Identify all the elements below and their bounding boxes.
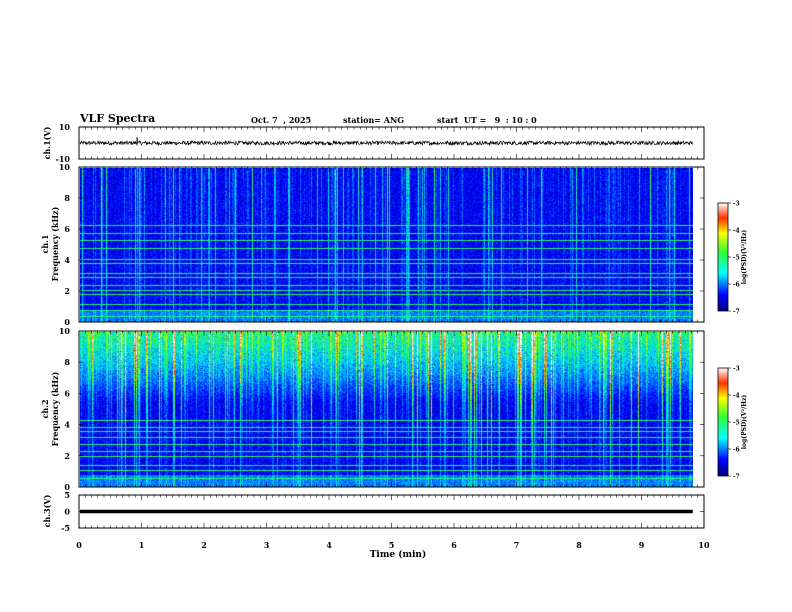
x-tick-label: 3: [264, 540, 270, 550]
x-tick-label: 5: [389, 540, 395, 550]
x-tick-label: 9: [639, 540, 645, 550]
ch1-ylabel: ch.1(V): [42, 126, 52, 159]
x-tick-label: 6: [451, 540, 457, 550]
y-tick-label: 0: [64, 482, 70, 492]
ch2-colorbar-label: log(PSD)(V²/Hz): [741, 395, 748, 450]
x-tick-label: 8: [576, 540, 582, 550]
ch2-spectrogram-ylabel: Frequency (kHz): [50, 371, 60, 446]
ch2-spectrogram-ylabel-top: ch.2: [40, 399, 50, 418]
x-axis: 0 1 2 3 4 5 6 7 8 9 10: [76, 540, 710, 550]
y-tick-label: 10: [59, 122, 71, 132]
x-tick-label: 7: [514, 540, 520, 550]
x-axis-label: Time (min): [370, 549, 427, 560]
x-tick-label: 0: [76, 540, 82, 550]
start-time-label: start UT = 9 : 10 : 0: [437, 115, 537, 125]
ch3-ylabel: ch.3(V): [42, 494, 52, 527]
ch1-waveform-panel: 10 -10: [56, 122, 705, 164]
y-tick-label: 0: [64, 317, 70, 327]
colorbar-tick-label: -7: [733, 474, 740, 481]
ch1-trace-line: [79, 139, 693, 147]
x-tick-label: 2: [201, 540, 207, 550]
ch2-spectrogram-image: [79, 331, 693, 487]
y-tick-label: 8: [64, 193, 70, 203]
y-tick-label: -5: [61, 523, 70, 533]
y-tick-label: 6: [64, 224, 70, 234]
y-tick-label: 6: [64, 388, 70, 398]
ch1-spectrogram-ylabel: Frequency (kHz): [50, 206, 60, 281]
y-tick-label: 0: [64, 507, 70, 517]
colorbar-tick-label: -5: [733, 255, 740, 262]
date-label: Oct. 7 , 2025: [251, 115, 312, 125]
y-tick-label: -10: [56, 154, 71, 164]
x-tick-label: 10: [698, 540, 710, 550]
colorbar-tick-label: -7: [733, 309, 740, 316]
y-tick-label: 4: [64, 255, 70, 265]
y-tick-label: 2: [64, 286, 70, 296]
y-tick-label: 10: [59, 326, 71, 336]
ch1-colorbar-label: log(PSD)(V²/Hz): [741, 230, 748, 285]
station-label: station= ANG: [343, 115, 405, 125]
ch2-spectrogram-panel: 0 2 4 6 8 10: [59, 326, 705, 492]
colorbar-tick-label: -6: [733, 282, 740, 289]
ch1-trace: [79, 137, 693, 147]
colorbar-tick-label: -5: [733, 420, 740, 427]
y-tick-label: 2: [64, 451, 70, 461]
y-tick-label: 10: [59, 162, 71, 172]
ch1-spectrogram-panel: 0 2 4 6 8 10: [59, 162, 705, 327]
colorbar-tick-label: -4: [733, 228, 740, 235]
ch3-waveform-panel: 5 0 -5: [61, 490, 705, 533]
x-tick-label: 4: [326, 540, 332, 550]
y-tick-label: 5: [64, 490, 70, 500]
ch1-spectrogram-ylabel-top: ch.1: [40, 234, 50, 253]
ch2-colorbar: -3 -4 -5 -6 -7 log(PSD)(V²/Hz): [717, 366, 748, 481]
colorbar-tick-label: -4: [733, 393, 740, 400]
x-tick-label: 1: [139, 540, 145, 550]
colorbar-tick-label: -3: [733, 366, 740, 373]
y-tick-label: 8: [64, 357, 70, 367]
colorbar-tick-label: -3: [733, 201, 740, 208]
ch1-colorbar: -3 -4 -5 -6 -7 log(PSD)(V²/Hz): [717, 201, 748, 316]
chart-title: VLF Spectra: [80, 112, 156, 125]
colorbar-tick-label: -6: [733, 447, 740, 454]
ch1-spectrogram-image: [79, 167, 693, 322]
y-tick-label: 4: [64, 420, 70, 430]
